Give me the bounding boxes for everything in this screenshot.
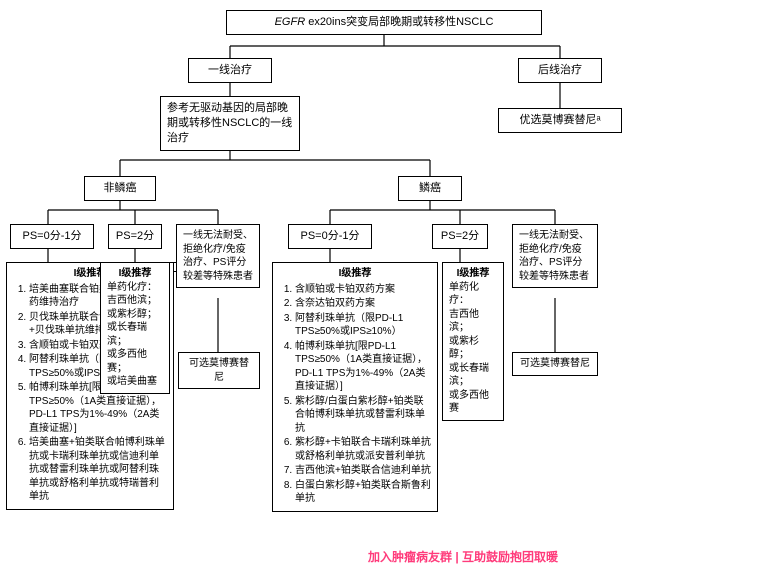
root-suffix: ex20ins突变局部晚期或转移性NSCLC [305,16,493,28]
ps2-line: 或紫杉醇； [107,308,163,322]
nonsq-opt-mobo: 可选莫博赛替尼 [178,352,260,389]
ps2-line: 或长春瑞滨； [449,362,497,389]
ps2-line: 或紫杉醇； [449,335,497,362]
first-line-ref-node: 参考无驱动基因的局部晚期或转移性NSCLC的一线治疗 [160,96,300,151]
list-item: 白蛋白紫杉醇+铂类联合斯鲁利单抗 [295,479,431,506]
ps2-line: 或多西他赛； [107,348,163,375]
ps2-sub: 单药化疗： [107,281,163,295]
nonsq-ps2-lines: 吉西他滨；或紫杉醇；或长春瑞滨；或多西他赛；或培美曲塞 [107,294,163,389]
squamous-node: 鳞癌 [398,176,462,201]
ps2-line: 或培美曲塞 [107,375,163,389]
sq-opt-mobo: 可选莫博赛替尼 [512,352,598,376]
sq-list: 含顺铂或卡铂双药方案含奈达铂双药方案阿替利珠单抗（限PD-L1 TPS≥50%或… [279,283,431,506]
ps2-line: 或多西他赛 [449,389,497,416]
sq-intol-node: 一线无法耐受、拒绝化疗/免疫治疗、PS评分较差等特殊患者 [512,224,598,288]
non-squamous-node: 非鳞癌 [84,176,156,201]
ps2-sub-sq: 单药化疗： [449,281,497,308]
list-item: 培美曲塞+铂类联合帕博利珠单抗或卡瑞利珠单抗或信迪利单抗或替雷利珠单抗或阿替利珠… [29,436,167,504]
ps2-title-sq: I级推荐 [449,267,497,281]
nonsq-ps2-detail-box: I级推荐 单药化疗： 吉西他滨；或紫杉醇；或长春瑞滨；或多西他赛；或培美曲塞 [100,262,170,394]
nonsq-ps2-node: PS=2分 [108,224,162,249]
sq-ps2-lines: 吉西他滨；或紫杉醇；或长春瑞滨；或多西他赛 [449,308,497,416]
root-prefix: EGFR [275,16,306,28]
sq-ps2-node: PS=2分 [432,224,488,249]
ps2-line: 吉西他滨； [449,308,497,335]
sq-ps01-node: PS=0分-1分 [288,224,372,249]
sq-ps01-detail: I级推荐 含顺铂或卡铂双药方案含奈达铂双药方案阿替利珠单抗（限PD-L1 TPS… [272,262,438,512]
watermark-text: 加入肿瘤病友群 | 互助鼓励抱团取暖 [368,548,558,565]
nonsq-intol-node: 一线无法耐受、拒绝化疗/免疫治疗、PS评分较差等特殊患者 [176,224,260,288]
list-item: 含奈达铂双药方案 [295,297,431,311]
later-line-node: 后线治疗 [518,58,602,83]
list-item: 帕博利珠单抗[限PD-L1 TPS≥50%（1A类直接证据），PD-L1 TPS… [295,340,431,394]
list-item: 紫杉醇+卡铂联合卡瑞利珠单抗或舒格利单抗或派安普利单抗 [295,436,431,463]
list-item: 紫杉醇/白蛋白紫杉醇+铂类联合帕博利珠单抗或替雷利珠单抗 [295,395,431,436]
nonsq-ps01-node: PS=0分-1分 [10,224,94,249]
first-line-node: 一线治疗 [188,58,272,83]
ps2-line: 或长春瑞滨； [107,321,163,348]
list-item: 吉西他滨+铂类联合信迪利单抗 [295,464,431,478]
list-item: 阿替利珠单抗（限PD-L1 TPS≥50%或IPS≥10%） [295,312,431,339]
ps2-line: 吉西他滨； [107,294,163,308]
root-node: EGFR ex20ins突变局部晚期或转移性NSCLC [226,10,542,35]
list-item: 含顺铂或卡铂双药方案 [295,283,431,297]
rec-title-sq: I级推荐 [279,267,431,281]
later-line-pref-node: 优选莫博赛替尼ᵃ [498,108,622,133]
sq-ps2-detail-box: I级推荐 单药化疗： 吉西他滨；或紫杉醇；或长春瑞滨；或多西他赛 [442,262,504,421]
ps2-title: I级推荐 [107,267,163,281]
